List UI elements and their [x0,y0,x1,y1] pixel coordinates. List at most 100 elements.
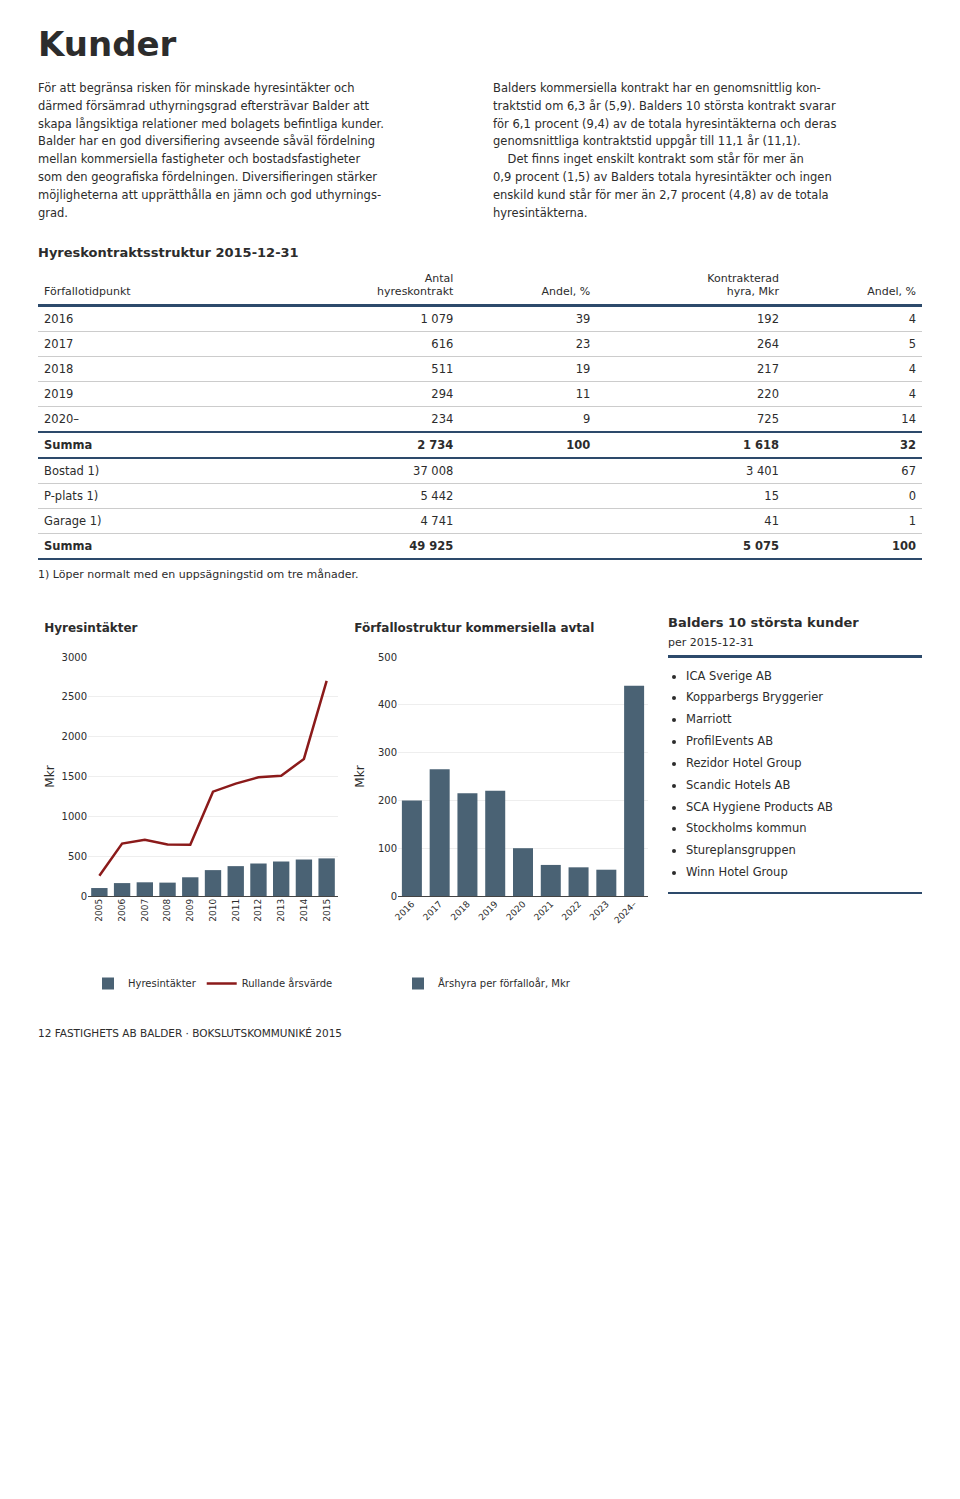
svg-text:2014: 2014 [299,898,309,921]
html-text:4 741: 4 741 [420,513,454,528]
html-text:Andel, %: Andel, % [867,284,916,298]
html-text:Hyreskontraktsstruktur 2015-12: Hyreskontraktsstruktur 2015-12-31 [38,244,299,260]
svg-text:2015: 2015 [322,898,332,921]
html-text:100: 100 [566,437,591,452]
html-text:2017: 2017 [44,336,74,351]
html-text:511: 511 [431,361,454,376]
html-text:67: 67 [901,463,916,478]
svg-text:500: 500 [68,850,87,861]
html-text:Stockholms kommun: Stockholms kommun [686,821,807,836]
svg-text:400: 400 [378,699,397,710]
svg-text:2018: 2018 [449,898,472,921]
html-text:2016: 2016 [44,311,74,326]
html-text:1 079: 1 079 [420,311,454,326]
html-text:11: 11 [575,386,591,401]
html-text:Garage 1): Garage 1) [44,513,102,528]
html-text:32: 32 [900,437,916,452]
html-text:Antal hyreskontrakt: Antal hyreskontrakt [377,271,454,298]
html-text:per 2015-12-31: per 2015-12-31 [668,635,754,649]
html-text:39: 39 [575,311,591,326]
svg-text:2009: 2009 [185,898,195,921]
html-text:5 075: 5 075 [742,538,779,553]
svg-text:2500: 2500 [62,691,87,702]
html-text:5 442: 5 442 [420,488,454,503]
svg-text:100: 100 [378,842,397,853]
html-text:725: 725 [757,411,779,426]
svg-text:Hyresintäkter: Hyresintäkter [128,978,197,989]
html-text:ICA Sverige AB: ICA Sverige AB [686,668,772,683]
html-text:264: 264 [757,336,779,351]
svg-text:2012: 2012 [253,898,263,921]
html-text:Stureplansgruppen: Stureplansgruppen [686,843,796,858]
html-text:Scandic Hotels AB: Scandic Hotels AB [686,777,791,792]
html-text:49 925: 49 925 [409,538,454,553]
svg-text:2005: 2005 [94,898,104,921]
svg-text:2022: 2022 [560,899,583,922]
html-text:Summa: Summa [44,538,93,553]
html-text:23: 23 [575,336,591,351]
svg-text:2008: 2008 [162,898,172,921]
html-text:För att begränsa risken för mi: För att begränsa risken för minskade hyr… [38,81,384,220]
html-text:100: 100 [892,538,916,553]
svg-text:2019: 2019 [477,898,500,921]
html-text:220: 220 [757,386,779,401]
svg-text:2011: 2011 [231,898,241,921]
html-text:14: 14 [901,411,916,426]
svg-text:2020: 2020 [504,898,527,921]
html-text:2019: 2019 [44,386,74,401]
svg-text:200: 200 [378,794,397,805]
html-text:3 401: 3 401 [746,463,779,478]
html-text:2020–: 2020– [44,411,79,426]
svg-text:2024–: 2024– [612,898,639,925]
html-text:Summa: Summa [44,437,93,452]
html-text:15: 15 [764,488,779,503]
svg-text:0: 0 [81,890,87,901]
html-text:41: 41 [764,513,779,528]
svg-text:300: 300 [378,747,397,758]
svg-text:2023: 2023 [588,899,611,922]
html-text:Winn Hotel Group: Winn Hotel Group [686,865,788,880]
html-text:Balders 10 största kunder: Balders 10 största kunder [668,614,859,630]
html-text:Andel, %: Andel, % [541,284,591,298]
html-text:Balders kommersiella kontrakt: Balders kommersiella kontrakt har en gen… [493,81,837,220]
svg-text:2013: 2013 [276,898,286,921]
html-text:217: 217 [757,361,779,376]
svg-text:Förfallostruktur kommersiella: Förfallostruktur kommersiella avtal [354,621,594,635]
html-text:Förfallotidpunkt: Förfallotidpunkt [44,284,131,298]
svg-text:2007: 2007 [140,898,150,921]
svg-text:Mkr: Mkr [43,765,57,787]
svg-text:Mkr: Mkr [353,765,367,787]
svg-text:Rullande årsvärde: Rullande årsvärde [242,977,332,989]
html-text:P-plats 1): P-plats 1) [44,488,99,503]
svg-text:2017: 2017 [421,899,444,922]
html-text:19: 19 [575,361,591,376]
html-text:1) Löper normalt med en uppsäg: 1) Löper normalt med en uppsägningstid o… [38,567,359,581]
svg-text:2021: 2021 [532,899,555,922]
svg-text:Årshyra per förfalloår, Mkr: Årshyra per förfalloår, Mkr [438,977,571,989]
html-text:1 618: 1 618 [742,437,779,452]
html-text:2 734: 2 734 [417,437,454,452]
svg-text:2016: 2016 [393,898,416,921]
html-text:2018: 2018 [44,361,74,376]
html-text:294: 294 [431,386,454,401]
svg-text:0: 0 [391,890,397,901]
svg-text:500: 500 [378,651,397,662]
html-text:Bostad 1): Bostad 1) [44,463,100,478]
svg-text:2006: 2006 [117,898,127,921]
svg-text:2010: 2010 [208,898,218,921]
html-text:234: 234 [431,411,454,426]
html-text:616: 616 [431,336,454,351]
html-text:Rezidor Hotel Group: Rezidor Hotel Group [686,755,802,770]
html-text:SCA Hygiene Products AB: SCA Hygiene Products AB [686,799,833,814]
html-text:192: 192 [757,311,779,326]
svg-text:2000: 2000 [62,731,87,742]
html-text:Kopparbergs Bryggerier: Kopparbergs Bryggerier [686,690,824,705]
svg-text:Hyresintäkter: Hyresintäkter [44,621,137,635]
svg-text:1000: 1000 [62,810,87,821]
html-text:Marriott: Marriott [686,712,732,727]
html-text:37 008: 37 008 [413,463,454,478]
html-text:Kontrakterad hyra, Mkr: Kontrakterad hyra, Mkr [707,271,779,298]
svg-text:3000: 3000 [62,651,87,662]
html-text:Kunder: Kunder [38,24,177,64]
svg-text:1500: 1500 [62,771,87,782]
